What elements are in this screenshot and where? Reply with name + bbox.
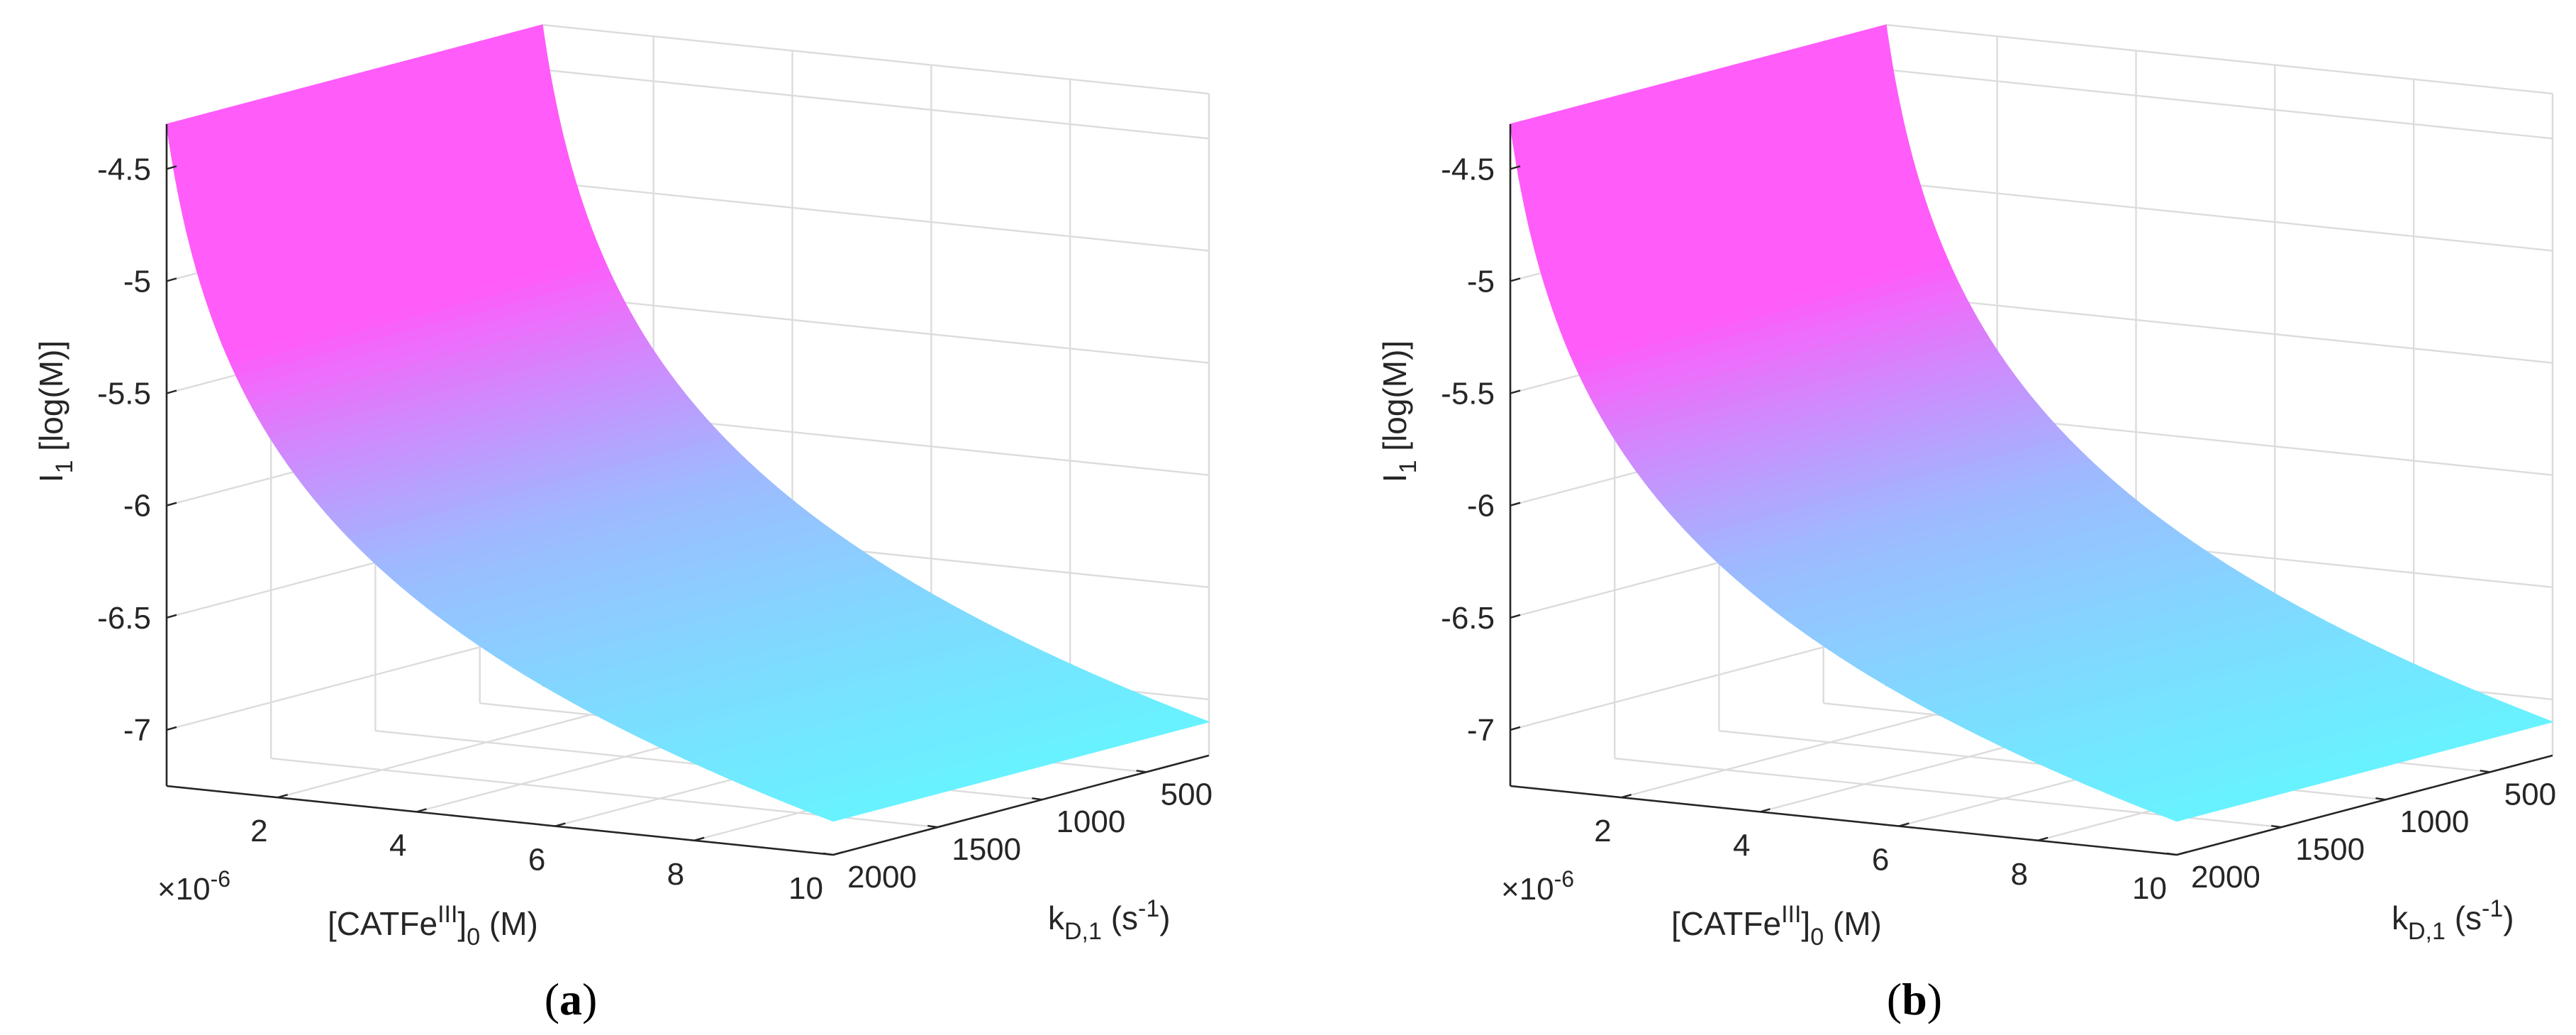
z-tick-mark: [1510, 726, 1521, 731]
x-tick-mark: [1621, 794, 1632, 799]
y-tick-label: 1500: [2295, 832, 2365, 867]
z-axis-title: I1 [log(M)]: [1376, 341, 1422, 482]
y-axis-title: kD,1 (s-1): [1048, 895, 1171, 945]
surface: [1510, 24, 2554, 822]
y-tick-label: 2000: [2191, 860, 2260, 895]
grid-line: [1885, 23, 2553, 95]
grid-line: [166, 629, 543, 731]
z-tick-label: -6.5: [97, 601, 151, 636]
x-tick-label: 4: [1733, 828, 1750, 863]
x-tick-label: 2: [1594, 814, 1611, 848]
z-tick-label: -4.5: [1441, 152, 1495, 187]
z-axis-title: I1 [log(M)]: [33, 341, 78, 482]
panel-a: 2 4 6 8 10 ×10-6 500 1000 1500 2000 -7 -6.5 -6 -5.5 -5…: [33, 23, 1212, 1024]
grid-line: [1885, 293, 2553, 364]
grid-line: [1885, 69, 2553, 140]
x-tick-mark: [555, 822, 566, 827]
panel-label: (a): [545, 974, 598, 1024]
y-tick-mark: [2166, 852, 2178, 856]
x-tick-mark: [693, 836, 705, 841]
x-tick-mark: [2037, 836, 2048, 841]
x-tick-label: 8: [667, 857, 684, 892]
x-axis-title: [CATFeIII]0 (M): [1671, 901, 1882, 951]
y-tick-label: 1000: [2399, 804, 2469, 839]
y-tick-mark: [1136, 770, 1147, 773]
x-tick-label: 6: [528, 843, 545, 878]
y-tick-mark: [2480, 770, 2490, 773]
z-tick-label: -5: [1467, 264, 1495, 299]
y-tick-label: 2000: [847, 860, 917, 895]
x-axis-title: [CATFeIII]0 (M): [328, 901, 538, 951]
grid-line: [1510, 629, 1887, 731]
x-multiplier: ×10-6: [1501, 866, 1574, 907]
z-tick-mark: [166, 165, 177, 170]
x-tick-label: 10: [788, 871, 823, 906]
z-tick-mark: [1510, 389, 1521, 394]
z-tick-label: -5.5: [1441, 377, 1495, 411]
z-tick-label: -6: [123, 489, 151, 524]
y-tick-mark: [2271, 824, 2282, 829]
x-tick-mark: [1760, 808, 1771, 813]
y-tick-label: 1500: [952, 832, 1021, 867]
x-tick-label: 6: [1872, 843, 1889, 878]
z-tick-label: -4.5: [97, 152, 151, 187]
grid-line: [542, 23, 1210, 95]
y-tick-mark: [823, 852, 834, 856]
grid-line: [542, 181, 1210, 252]
z-tick-mark: [1510, 277, 1521, 282]
z-tick-label: -7: [123, 713, 151, 748]
z-tick-label: -7: [1467, 713, 1495, 748]
grid-line: [542, 293, 1210, 364]
surface-strip: [2163, 716, 2554, 822]
grid-line: [1885, 181, 2553, 252]
z-tick-label: -5: [123, 264, 151, 299]
z-tick-mark: [1510, 165, 1521, 170]
y-tick-mark: [2375, 797, 2386, 801]
surface: [166, 24, 1210, 822]
y-tick-mark: [1032, 797, 1042, 801]
x-multiplier: ×10-6: [157, 866, 230, 907]
x-tick-label: 8: [2011, 857, 2028, 892]
z-tick-label: -6.5: [1441, 601, 1495, 636]
z-tick-mark: [166, 389, 177, 394]
z-tick-mark: [166, 614, 177, 619]
y-tick-label: 500: [2504, 777, 2556, 812]
y-axis-title: kD,1 (s-1): [2392, 895, 2514, 945]
z-tick-label: -6: [1467, 489, 1495, 524]
z-tick-mark: [166, 502, 177, 507]
surface-strip: [820, 716, 1210, 822]
x-tick-mark: [832, 851, 844, 856]
y-tick-mark: [927, 824, 938, 829]
x-tick-label: 4: [389, 828, 406, 863]
z-tick-mark: [166, 726, 177, 731]
z-tick-mark: [1510, 614, 1521, 619]
x-tick-mark: [277, 794, 288, 799]
x-tick-mark: [2176, 851, 2187, 856]
grid-line: [542, 69, 1210, 140]
x-tick-mark: [416, 808, 427, 813]
x-tick-label: 10: [2132, 871, 2167, 906]
x-tick-mark: [1899, 822, 1909, 827]
z-tick-mark: [166, 277, 177, 282]
panel-label: (b): [1887, 974, 1942, 1024]
y-tick-label: 500: [1161, 777, 1212, 812]
z-tick-mark: [1510, 502, 1521, 507]
panel-b: 2 4 6 8 10 ×10-6 500 1000 1500 2000 -7 -6.5 -6 -5.5 -5…: [1376, 23, 2556, 1024]
y-tick-label: 1000: [1056, 804, 1125, 839]
z-tick-label: -5.5: [97, 377, 151, 411]
x-tick-label: 2: [250, 814, 267, 848]
